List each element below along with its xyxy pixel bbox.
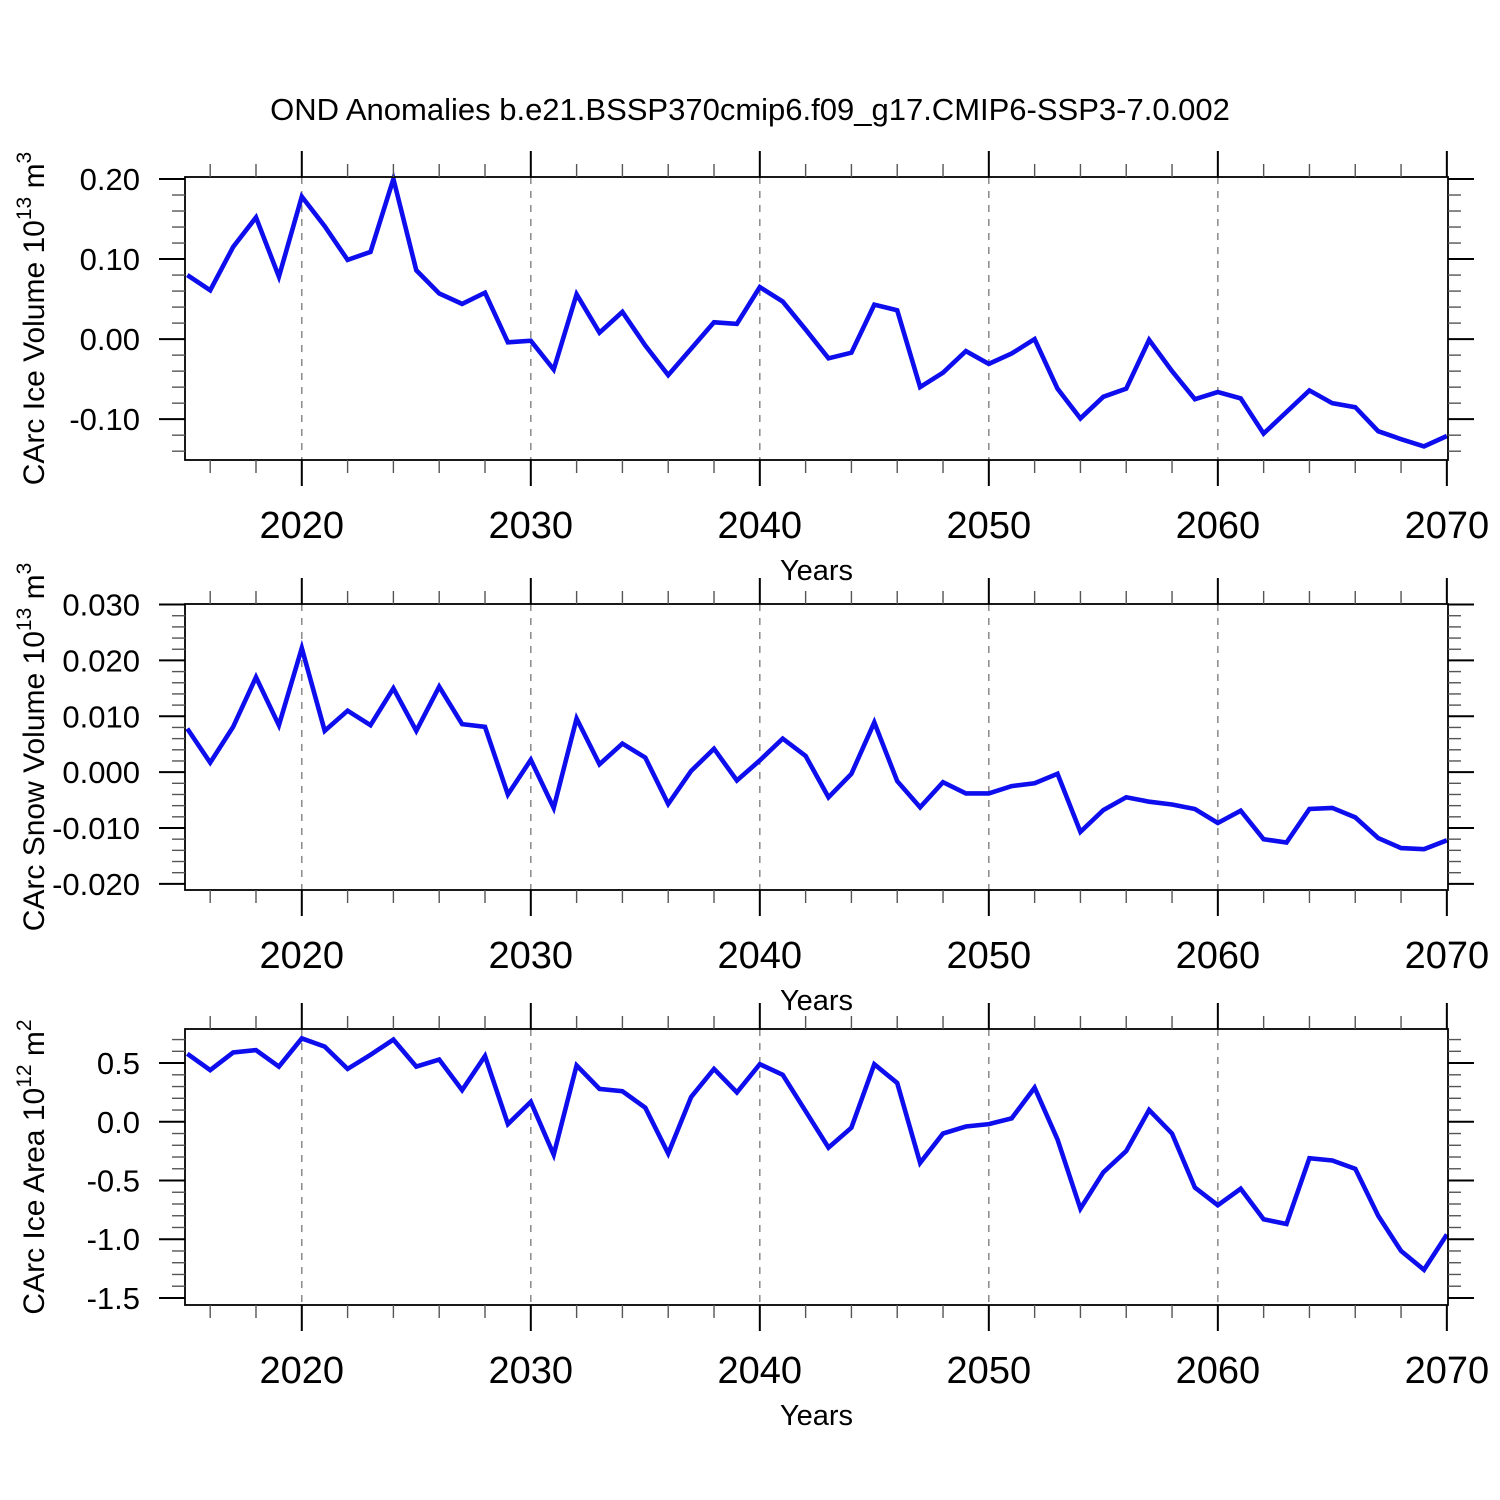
x-axis-title: Years (780, 1400, 853, 1432)
series-line-panel-2 (185, 639, 1448, 852)
y-tick-label: -0.5 (87, 1164, 140, 1199)
y-tick-label: 0.030 (62, 588, 140, 623)
y-tick-label: -1.5 (87, 1281, 140, 1316)
x-tick-label: 2050 (947, 505, 1032, 547)
axis-frame (184, 603, 1449, 891)
y-axis-title: CArc Snow Volume 1013 m3 (13, 563, 51, 932)
y-axis-title: CArc Ice Area 1012 m2 (13, 1019, 51, 1314)
y-tick-label: 0.020 (62, 643, 140, 678)
y-axis-title: CArc Ice Volume 1013 m3 (13, 152, 51, 486)
x-tick-label: 2050 (947, 1350, 1032, 1392)
y-tick-label: -1.0 (87, 1222, 140, 1257)
x-tick-label: 2020 (260, 505, 345, 547)
x-tick-label: 2060 (1176, 1350, 1261, 1392)
x-tick-label: 2020 (260, 935, 345, 977)
axis-frame (184, 176, 1449, 461)
y-tick-label: 0.0 (97, 1105, 140, 1140)
x-tick-label: 2070 (1405, 1350, 1490, 1392)
x-tick-label: 2060 (1176, 505, 1261, 547)
y-tick-label: 0.10 (80, 242, 140, 277)
chart-title: OND Anomalies b.e21.BSSP370cmip6.f09_g17… (270, 92, 1230, 127)
x-tick-label: 2040 (718, 1350, 803, 1392)
x-tick-label: 2040 (718, 935, 803, 977)
series-line-panel-3 (185, 1035, 1449, 1274)
x-tick-label: 2030 (489, 1350, 574, 1392)
x-tick-label: 2070 (1405, 505, 1490, 547)
y-tick-label: -0.020 (52, 867, 140, 902)
x-tick-label: 2070 (1405, 935, 1490, 977)
x-axis-title: Years (780, 985, 853, 1017)
x-tick-label: 2040 (718, 505, 803, 547)
y-tick-label: 0.000 (62, 755, 140, 790)
y-tick-label: 0.00 (80, 322, 140, 357)
x-axis-title: Years (780, 555, 853, 587)
x-tick-label: 2020 (260, 1350, 345, 1392)
y-tick-label: -0.010 (52, 811, 140, 846)
y-tick-label: 0.010 (62, 699, 140, 734)
x-tick-label: 2030 (489, 935, 574, 977)
y-tick-label: 0.20 (80, 162, 140, 197)
x-tick-label: 2030 (489, 505, 574, 547)
axis-frame (184, 1028, 1449, 1306)
y-tick-label: 0.5 (97, 1046, 140, 1081)
x-tick-label: 2060 (1176, 935, 1261, 977)
y-tick-label: -0.10 (69, 402, 140, 437)
series-line-panel-1 (186, 170, 1448, 449)
x-tick-label: 2050 (947, 935, 1032, 977)
